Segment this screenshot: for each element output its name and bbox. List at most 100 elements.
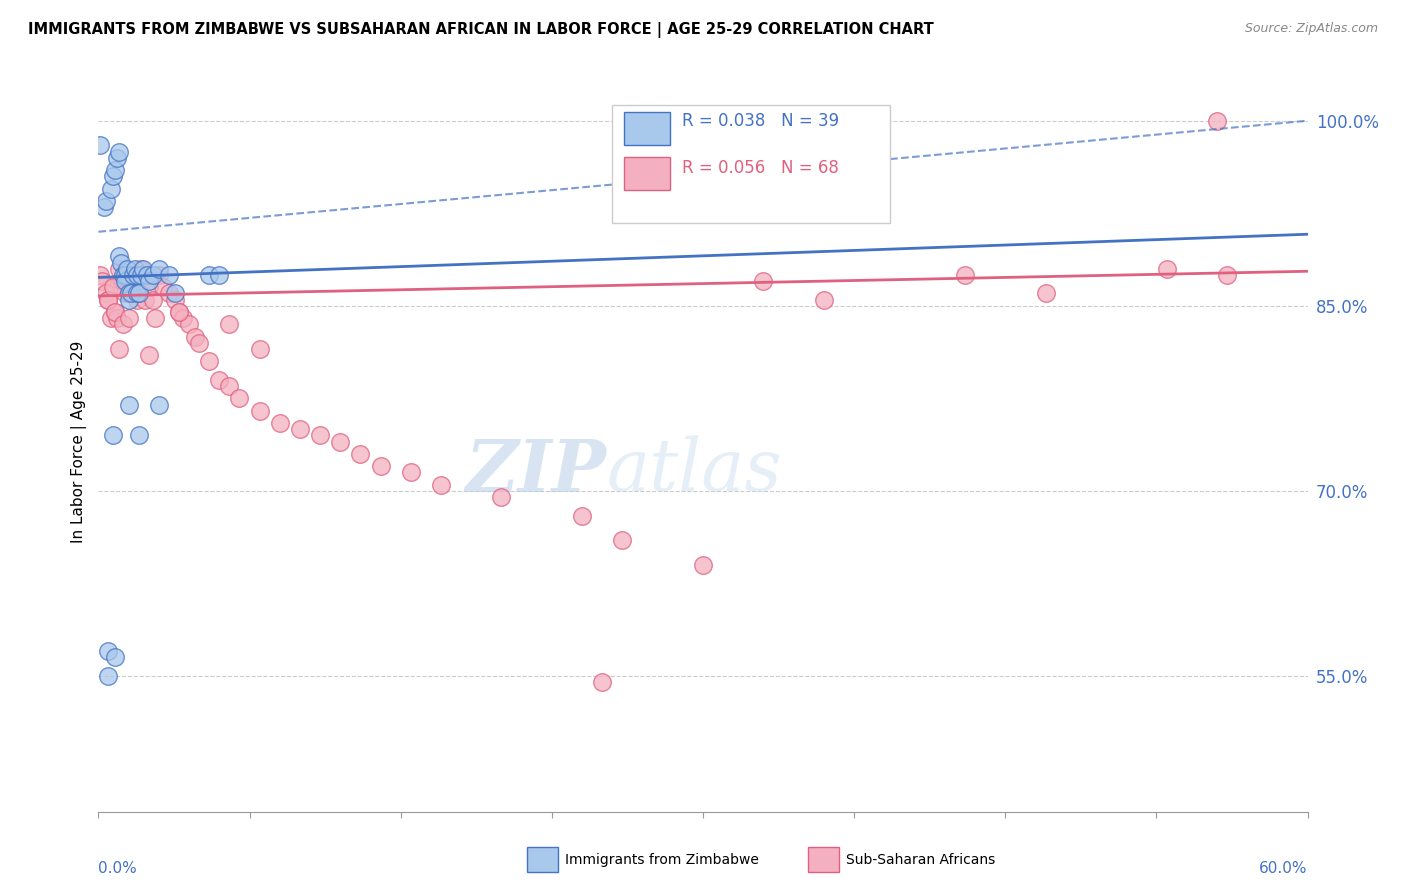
Point	[163, 286, 186, 301]
Point	[125, 268, 148, 282]
Point	[208, 373, 231, 387]
Point	[118, 286, 141, 301]
Point	[491, 490, 513, 504]
Point	[148, 268, 170, 282]
Point	[399, 466, 422, 480]
Point	[128, 286, 150, 301]
Text: Source: ZipAtlas.com: Source: ZipAtlas.com	[1244, 22, 1378, 36]
Point	[752, 274, 775, 288]
Text: Immigrants from Zimbabwe: Immigrants from Zimbabwe	[565, 853, 759, 867]
Point	[309, 428, 332, 442]
Point	[120, 274, 142, 288]
Point	[89, 138, 111, 153]
Point	[115, 261, 138, 276]
Point	[167, 305, 190, 319]
Point	[107, 250, 129, 264]
Point	[157, 268, 180, 282]
Point	[157, 286, 180, 301]
Point	[813, 293, 835, 307]
Point	[132, 268, 155, 282]
Point	[124, 261, 146, 276]
Point	[118, 268, 141, 282]
Point	[110, 274, 132, 288]
Point	[110, 255, 132, 269]
Point	[111, 268, 134, 282]
Point	[107, 261, 129, 276]
Point	[103, 163, 125, 178]
Point	[218, 379, 240, 393]
Point	[953, 268, 976, 282]
Point	[101, 280, 124, 294]
Point	[1206, 113, 1229, 128]
Point	[111, 318, 134, 332]
Point	[128, 428, 150, 442]
Y-axis label: In Labor Force | Age 25-29: In Labor Force | Age 25-29	[72, 341, 87, 542]
Point	[129, 261, 152, 276]
Point	[93, 200, 115, 214]
Point	[115, 268, 138, 282]
Point	[100, 181, 122, 195]
Point	[208, 268, 231, 282]
Point	[103, 305, 125, 319]
Point	[179, 318, 201, 332]
Point	[132, 261, 155, 276]
Point	[163, 293, 186, 307]
Point	[188, 335, 211, 350]
Text: 60.0%: 60.0%	[1260, 861, 1308, 876]
Point	[152, 280, 174, 294]
Point	[114, 286, 136, 301]
Point	[125, 293, 148, 307]
Point	[172, 311, 194, 326]
Text: 0.0%: 0.0%	[98, 861, 138, 876]
Point	[591, 675, 613, 690]
Point	[134, 293, 156, 307]
FancyBboxPatch shape	[624, 112, 671, 145]
Text: R = 0.038   N = 39: R = 0.038 N = 39	[682, 112, 839, 130]
Point	[218, 318, 240, 332]
Point	[121, 274, 143, 288]
Point	[101, 169, 124, 184]
Point	[430, 477, 453, 491]
Text: ZIP: ZIP	[465, 435, 606, 507]
Point	[128, 286, 150, 301]
Text: Sub-Saharan Africans: Sub-Saharan Africans	[846, 853, 995, 867]
Point	[288, 422, 311, 436]
Point	[148, 398, 170, 412]
Text: atlas: atlas	[606, 436, 782, 507]
Point	[89, 268, 111, 282]
Point	[103, 305, 125, 319]
Point	[571, 508, 593, 523]
Point	[138, 280, 160, 294]
Point	[1216, 268, 1239, 282]
Point	[228, 392, 250, 406]
Point	[198, 268, 221, 282]
Point	[107, 342, 129, 356]
Point	[1035, 286, 1057, 301]
Point	[118, 311, 141, 326]
Point	[91, 274, 114, 288]
Point	[97, 644, 120, 658]
Point	[1156, 261, 1178, 276]
Point	[124, 280, 146, 294]
Point	[105, 311, 128, 326]
Point	[114, 268, 136, 282]
Point	[249, 403, 271, 417]
Point	[121, 268, 143, 282]
Point	[97, 293, 120, 307]
Point	[120, 286, 142, 301]
Point	[138, 274, 160, 288]
FancyBboxPatch shape	[613, 104, 890, 223]
Point	[269, 416, 291, 430]
Point	[198, 354, 221, 368]
Point	[125, 286, 148, 301]
Point	[143, 311, 166, 326]
Point	[101, 428, 124, 442]
Point	[138, 348, 160, 362]
Point	[148, 261, 170, 276]
Point	[118, 398, 141, 412]
Text: IMMIGRANTS FROM ZIMBABWE VS SUBSAHARAN AFRICAN IN LABOR FORCE | AGE 25-29 CORREL: IMMIGRANTS FROM ZIMBABWE VS SUBSAHARAN A…	[28, 22, 934, 38]
Point	[142, 293, 165, 307]
Point	[329, 434, 352, 449]
Point	[692, 558, 714, 572]
Point	[103, 650, 125, 665]
